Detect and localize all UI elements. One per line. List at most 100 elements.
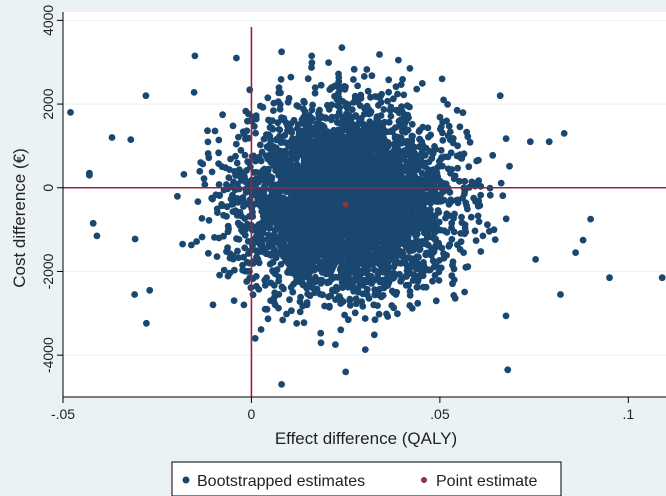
bootstrap-point [439,129,446,137]
bootstrap-point [270,107,277,114]
bootstrap-point [350,76,357,83]
bootstrap-point [271,149,278,156]
bootstrap-point [317,242,325,250]
bootstrap-point [499,192,507,200]
bootstrap-point [244,117,251,125]
bootstrap-point [448,224,455,232]
bootstrap-point [342,275,349,283]
bootstrap-point [316,290,324,298]
bootstrap-point [406,65,414,72]
bootstrap-point [427,131,435,139]
bootstrap-point [408,120,416,128]
bootstrap-point [456,177,463,185]
bootstrap-point [404,236,411,244]
bootstrap-point [333,96,341,103]
bootstrap-point [451,210,458,218]
bootstrap-point [280,195,288,202]
bootstrap-point [261,276,269,284]
bootstrap-point [313,155,320,163]
bootstrap-point [349,215,357,223]
bootstrap-point [406,288,414,295]
bootstrap-point [278,137,286,145]
bootstrap-point [357,276,365,284]
bootstrap-point [374,302,381,309]
bootstrap-point [365,217,372,225]
bootstrap-point [296,308,304,316]
bootstrap-point [423,249,430,257]
bootstrap-point [265,224,273,232]
bootstrap-point [353,266,360,273]
bootstrap-point [308,235,316,243]
bootstrap-point [367,120,375,128]
bootstrap-point [431,212,438,220]
bootstrap-point [464,263,472,271]
bootstrap-point [411,149,419,157]
bootstrap-point [313,161,321,169]
bootstrap-point [317,329,325,337]
bootstrap-point [444,153,452,161]
bootstrap-point [370,266,378,274]
bootstrap-point [274,119,282,127]
bootstrap-point [346,302,354,309]
bootstrap-point [194,198,202,206]
bootstrap-point [456,245,464,253]
bootstrap-point [302,201,310,209]
bootstrap-point [297,143,305,150]
bootstrap-point [268,218,275,225]
bootstrap-point [376,51,383,58]
bootstrap-point [374,121,381,128]
bootstrap-point [298,279,306,287]
bootstrap-point [286,296,293,304]
bootstrap-point [333,157,341,165]
bootstrap-point [292,250,300,258]
bootstrap-point [250,122,258,130]
bootstrap-point [422,144,430,152]
bootstrap-point [321,173,329,181]
bootstrap-point [300,319,308,327]
bootstrap-point [389,191,397,198]
bootstrap-point [356,203,363,211]
bootstrap-point [240,198,247,205]
bootstrap-point [254,255,262,263]
bootstrap-point [392,221,400,229]
bootstrap-point [280,285,287,293]
bootstrap-point [375,148,383,156]
bootstrap-point [327,175,335,183]
bootstrap-point [353,259,361,266]
bootstrap-point [289,288,297,296]
bootstrap-point [249,291,257,299]
bootstrap-point [341,83,348,90]
bootstrap-point [453,152,461,160]
bootstrap-point [429,257,437,265]
bootstrap-point [414,264,422,271]
bootstrap-point [321,254,329,261]
bootstrap-point [334,253,341,261]
bootstrap-point [300,151,308,158]
bootstrap-point [296,298,304,305]
bootstrap-point [300,105,307,113]
bootstrap-point [506,162,513,170]
bootstrap-point [299,120,307,127]
bootstrap-point [416,246,423,254]
bootstrap-point [419,283,427,291]
bootstrap-point [270,234,278,242]
bootstrap-point [366,133,373,141]
bootstrap-point [337,326,345,334]
bootstrap-point [232,140,240,148]
bootstrap-point [394,310,401,318]
bootstrap-point [248,226,256,234]
bootstrap-point [381,212,389,220]
bootstrap-point [268,181,276,189]
bootstrap-point [388,128,396,136]
bootstrap-point [265,243,272,251]
bootstrap-point [275,290,283,298]
bootstrap-point [461,177,469,185]
bootstrap-point [216,271,224,279]
bootstrap-point [472,237,480,245]
bootstrap-point [224,272,232,280]
bootstrap-point [466,138,474,146]
bootstrap-point [355,253,363,260]
bootstrap-point [308,130,316,138]
bootstrap-point [213,205,221,213]
